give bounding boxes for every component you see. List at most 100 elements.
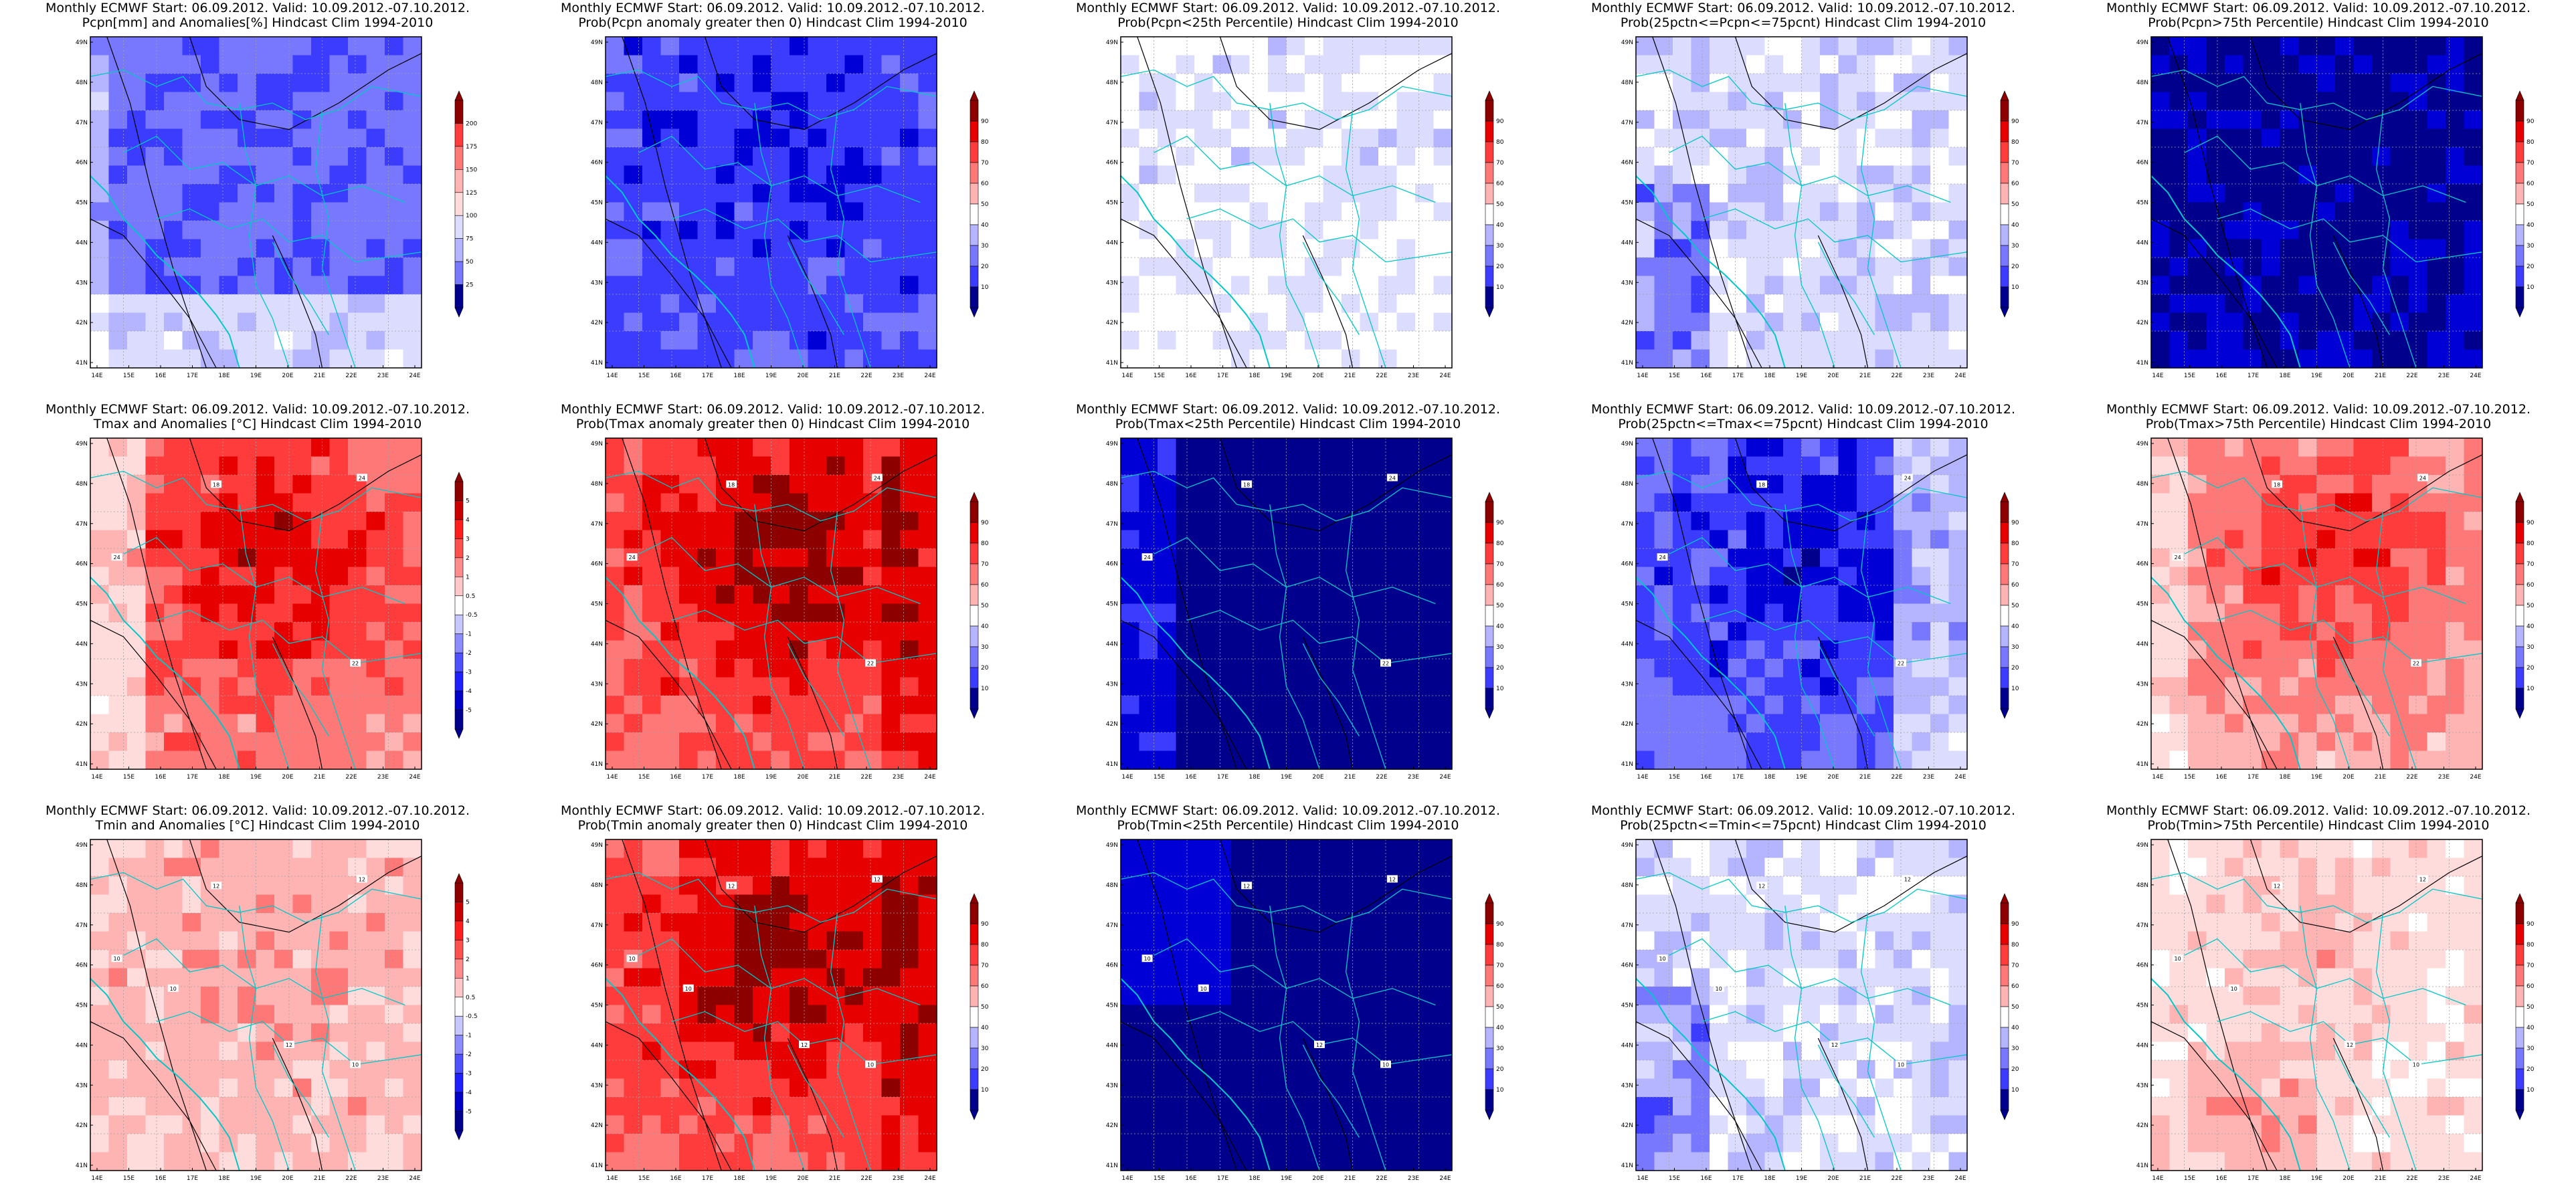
heatmap-cell xyxy=(182,1041,201,1061)
heatmap-cell xyxy=(1433,331,1453,350)
heatmap-cell xyxy=(348,1041,367,1061)
heatmap-cell xyxy=(1323,640,1342,660)
heatmap-cell xyxy=(1746,659,1766,678)
lat-tick-label: 46N xyxy=(2136,561,2148,568)
heatmap-cell xyxy=(1801,221,1821,240)
heatmap-cell xyxy=(1948,567,1968,586)
heatmap-cell xyxy=(1139,1115,1158,1134)
heatmap-cell xyxy=(2464,276,2483,295)
heatmap-cell xyxy=(753,1134,772,1153)
heatmap-cell xyxy=(753,640,772,660)
heatmap-cell xyxy=(238,1134,257,1153)
heatmap-cell xyxy=(881,202,901,221)
heatmap-cell xyxy=(1875,92,1894,111)
heatmap-cell xyxy=(1176,349,1195,369)
heatmap-cell xyxy=(1838,585,1857,605)
lon-tick-label: 20E xyxy=(797,373,808,379)
heatmap-cell xyxy=(90,184,110,203)
lon-tick-label: 22E xyxy=(345,1175,357,1182)
heatmap-cell xyxy=(2151,37,2171,56)
heatmap-cell xyxy=(606,202,625,221)
heatmap-cell xyxy=(1360,913,1379,932)
lon-tick-label: 18E xyxy=(733,373,745,379)
heatmap-cell xyxy=(734,987,753,1006)
heatmap-cell xyxy=(642,585,662,605)
heatmap-cell xyxy=(2446,258,2465,277)
heatmap-cell xyxy=(1415,202,1435,221)
colorbar-tick-label: 2 xyxy=(466,555,470,562)
colorbar-tick-label: 3 xyxy=(466,937,470,944)
heatmap-cell xyxy=(274,294,294,314)
heatmap-cell xyxy=(2427,165,2446,185)
heatmap-cell xyxy=(2262,530,2281,549)
heatmap-cell xyxy=(164,239,183,258)
heatmap-cell xyxy=(1930,512,1950,531)
lat-tick-label: 44N xyxy=(1621,239,1633,246)
heatmap-cell xyxy=(1654,110,1673,130)
heatmap-cell xyxy=(1139,530,1158,549)
heatmap-cell xyxy=(1912,312,1931,332)
heatmap-cell xyxy=(2298,55,2318,74)
heatmap-cell xyxy=(1912,147,1931,167)
heatmap-cell xyxy=(311,931,331,950)
colorbar-tick-label: 20 xyxy=(981,665,989,672)
lat-tick-label: 49N xyxy=(1106,441,1118,447)
heatmap-cell xyxy=(2335,530,2355,549)
heatmap-cell xyxy=(606,1115,625,1134)
heatmap-cell xyxy=(90,239,110,258)
heatmap-cell xyxy=(2280,128,2299,148)
heatmap-cell xyxy=(2151,696,2171,715)
lon-tick-label: 14E xyxy=(1121,373,1133,379)
lon-tick-label: 20E xyxy=(1312,774,1323,781)
heatmap-cell xyxy=(900,1115,919,1134)
heatmap-cell xyxy=(164,894,183,914)
heatmap-cell xyxy=(2169,92,2189,111)
heatmap-cell xyxy=(1415,331,1435,350)
heatmap-cell xyxy=(1673,184,1692,203)
heatmap-cell xyxy=(881,147,901,167)
heatmap-cell xyxy=(1838,312,1857,332)
heatmap-cell xyxy=(1212,276,1232,295)
heatmap-cell xyxy=(679,221,699,240)
heatmap-cell xyxy=(403,894,422,914)
heatmap-cell xyxy=(1323,92,1342,111)
heatmap-cell xyxy=(1801,312,1821,332)
heatmap-cell xyxy=(1360,202,1379,221)
colorbar-top-arrow xyxy=(454,90,464,101)
heatmap-cell xyxy=(1857,677,1876,696)
heatmap-cell xyxy=(808,55,827,74)
heatmap-cell xyxy=(311,147,331,167)
colorbar-segment xyxy=(454,978,464,998)
heatmap-cell xyxy=(145,1005,165,1024)
heatmap-cell xyxy=(642,1134,662,1153)
lat-tick-label: 43N xyxy=(76,1082,88,1089)
heatmap-cell xyxy=(1396,1078,1416,1098)
contour-line xyxy=(2332,235,2384,369)
heatmap-cell xyxy=(2335,696,2355,715)
heatmap-cell xyxy=(808,493,827,512)
heatmap-cell xyxy=(1286,894,1305,914)
heatmap-cell xyxy=(2225,530,2244,549)
heatmap-cell xyxy=(1158,585,1177,605)
heatmap-cell xyxy=(624,931,643,950)
heatmap-cell xyxy=(1360,839,1379,859)
heatmap-cell xyxy=(2316,456,2336,476)
heatmap-cell xyxy=(1286,987,1305,1006)
heatmap-cell xyxy=(145,37,165,56)
heatmap-cell xyxy=(1820,110,1839,130)
colorbar-segment xyxy=(2000,501,2009,523)
heatmap-cell xyxy=(403,221,422,240)
heatmap-cell xyxy=(1212,659,1232,678)
lon-tick-label: 17E xyxy=(702,373,713,379)
heatmap-cell xyxy=(1323,714,1342,733)
lat-tick-label: 43N xyxy=(591,280,603,286)
heatmap-cells xyxy=(606,37,937,369)
heatmap-cell xyxy=(274,37,294,56)
heatmap-cell xyxy=(2464,640,2483,660)
heatmap-cell xyxy=(1948,258,1968,277)
heatmap-cell xyxy=(697,294,717,314)
heatmap-cell xyxy=(1305,221,1324,240)
heatmap-cell xyxy=(734,1041,753,1061)
heatmap-cell xyxy=(1158,456,1177,476)
heatmap-cell xyxy=(1360,714,1379,733)
